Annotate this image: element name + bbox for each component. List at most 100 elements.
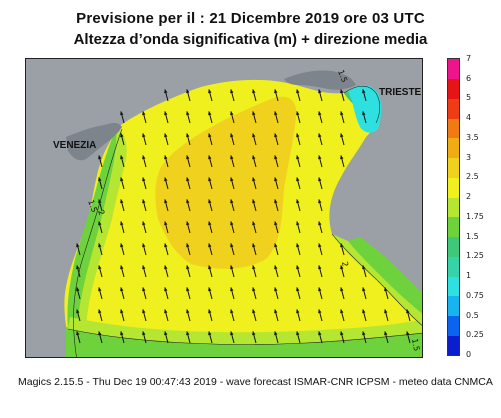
colorbar-segment: [448, 78, 459, 99]
wave-direction-arrowhead: [76, 243, 80, 248]
wave-direction-arrowhead: [318, 287, 322, 292]
wave-direction-arrowhead: [274, 199, 278, 204]
wave-direction-arrowhead: [274, 155, 278, 160]
wave-direction-arrowhead: [252, 111, 256, 116]
wave-direction-arrowhead: [98, 199, 102, 204]
wave-direction-arrowhead: [186, 111, 190, 116]
wave-direction-arrowhead: [296, 111, 300, 116]
wave-direction-arrowhead: [142, 243, 146, 248]
colorbar-segment: [448, 216, 459, 238]
wave-direction-arrowhead: [142, 265, 146, 270]
colorbar-tick-label: 1.25: [466, 251, 484, 261]
wave-direction-arrowhead: [186, 155, 190, 160]
wave-direction-arrowhead: [186, 265, 190, 270]
wave-direction-arrowhead: [98, 221, 102, 226]
wave-direction-arrowhead: [142, 177, 146, 182]
wave-direction-arrowhead: [120, 331, 124, 336]
wave-direction-arrowhead: [230, 243, 234, 248]
wave-direction-arrowhead: [296, 287, 300, 292]
wave-direction-arrowhead: [296, 221, 300, 226]
wave-direction-arrowhead: [274, 221, 278, 226]
friuli-coast: [284, 70, 356, 90]
contour-label-4: 2: [340, 261, 350, 268]
wave-direction-arrowhead: [164, 265, 168, 270]
wave-direction-arrowhead: [384, 331, 388, 336]
colorbar-segment: [448, 335, 459, 356]
legend-colorbar: [447, 58, 460, 356]
wave-direction-arrowhead: [208, 287, 212, 292]
wave-direction-arrowhead: [296, 331, 300, 336]
wave-direction-arrowhead: [230, 309, 234, 314]
colorbar-tick-label: 1: [466, 271, 472, 281]
colorbar-segment: [448, 137, 459, 159]
wave-direction-arrowhead: [208, 89, 212, 94]
wave-direction-arrowhead: [340, 309, 344, 314]
wave-direction-arrowhead: [164, 155, 168, 160]
title-line-1: Previsione per il : 21 Dicembre 2019 ore…: [76, 10, 425, 27]
colorbar-segment: [448, 118, 459, 139]
wave-direction-arrowhead: [230, 287, 234, 292]
wave-direction-arrowhead: [142, 199, 146, 204]
city-label-trieste: TRIESTE: [379, 87, 422, 98]
contour-label-2: 2: [96, 209, 106, 217]
wave-direction-arrowhead: [296, 177, 300, 182]
wave-direction-arrowhead: [120, 177, 124, 182]
colorbar-tick-label: 5: [466, 93, 472, 103]
wave-direction-arrowhead: [76, 287, 80, 292]
colorbar-segment: [448, 177, 459, 198]
wave-direction-arrowhead: [208, 133, 212, 138]
wave-direction-arrowhead: [98, 265, 102, 270]
wave-direction-arrowhead: [120, 265, 124, 270]
wave-direction-arrowhead: [252, 155, 256, 160]
wave-direction-arrowhead: [340, 111, 344, 116]
south-band-light: [68, 317, 422, 345]
colorbar-segment: [448, 256, 459, 277]
wave-direction-arrowhead: [230, 331, 234, 336]
wave-direction-arrowhead: [98, 331, 102, 336]
wave-direction-arrowhead: [406, 309, 410, 314]
colorbar-segment: [448, 98, 459, 119]
colorbar-segment: [448, 197, 459, 218]
colorbar-tick-label: 4: [466, 113, 472, 123]
wave-direction-arrowhead: [274, 309, 278, 314]
colorbar-tick-label: 1.75: [466, 211, 484, 221]
wave-direction-arrowhead: [98, 309, 102, 314]
wave-direction-arrowhead: [98, 177, 102, 182]
high-wave-area: [155, 96, 297, 269]
wave-direction-arrowhead: [208, 155, 212, 160]
contour-line-east: [331, 233, 422, 326]
wave-direction-arrowhead: [340, 265, 344, 270]
wave-direction-arrowhead: [362, 265, 366, 270]
colorbar-segment: [448, 157, 459, 178]
city-label-venezia: VENEZIA: [53, 140, 97, 151]
wave-direction-arrowhead: [230, 89, 234, 94]
wave-direction-arrowhead: [98, 243, 102, 248]
colorbar-segment: [448, 276, 459, 297]
colorbar-tick-label: 2: [466, 192, 472, 202]
wave-direction-arrowhead: [252, 89, 256, 94]
wave-direction-arrowhead: [120, 133, 124, 138]
wave-direction-arrowhead: [340, 331, 344, 336]
contour-label-5: 1.5: [410, 338, 421, 352]
wave-direction-arrowhead: [274, 331, 278, 336]
west-coast-band: [67, 127, 127, 357]
wave-direction-arrowhead: [296, 155, 300, 160]
wave-direction-arrowhead: [252, 265, 256, 270]
colorbar-tick-label: 3: [466, 152, 472, 162]
colorbar-tick-label: 7: [466, 54, 472, 63]
wave-direction-arrowhead: [164, 177, 168, 182]
colorbar-tick-label: 3.5: [466, 132, 479, 142]
wave-direction-arrowhead: [296, 89, 300, 94]
wave-direction-arrowhead: [318, 89, 322, 94]
wave-direction-arrowhead: [186, 89, 190, 94]
wave-direction-arrowhead: [164, 89, 168, 94]
wave-direction-arrowhead: [296, 199, 300, 204]
wave-direction-arrowhead: [230, 177, 234, 182]
wave-direction-arrowhead: [120, 199, 124, 204]
wave-direction-arrowhead: [230, 133, 234, 138]
wave-direction-arrowhead: [296, 309, 300, 314]
wave-direction-arrowhead: [252, 309, 256, 314]
wave-direction-arrowhead: [208, 199, 212, 204]
south-band: [66, 327, 422, 357]
wave-direction-arrowhead: [120, 155, 124, 160]
